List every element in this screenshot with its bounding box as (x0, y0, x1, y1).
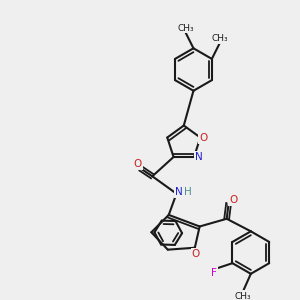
Text: CH₃: CH₃ (177, 23, 194, 32)
Text: N: N (195, 152, 203, 162)
Text: F: F (211, 268, 217, 278)
Text: O: O (229, 195, 238, 206)
Text: O: O (199, 133, 207, 142)
Text: CH₃: CH₃ (235, 292, 251, 300)
Text: O: O (192, 250, 200, 260)
Text: O: O (134, 159, 142, 169)
Text: N: N (176, 187, 183, 197)
Text: CH₃: CH₃ (211, 34, 228, 43)
Text: H: H (184, 187, 192, 197)
